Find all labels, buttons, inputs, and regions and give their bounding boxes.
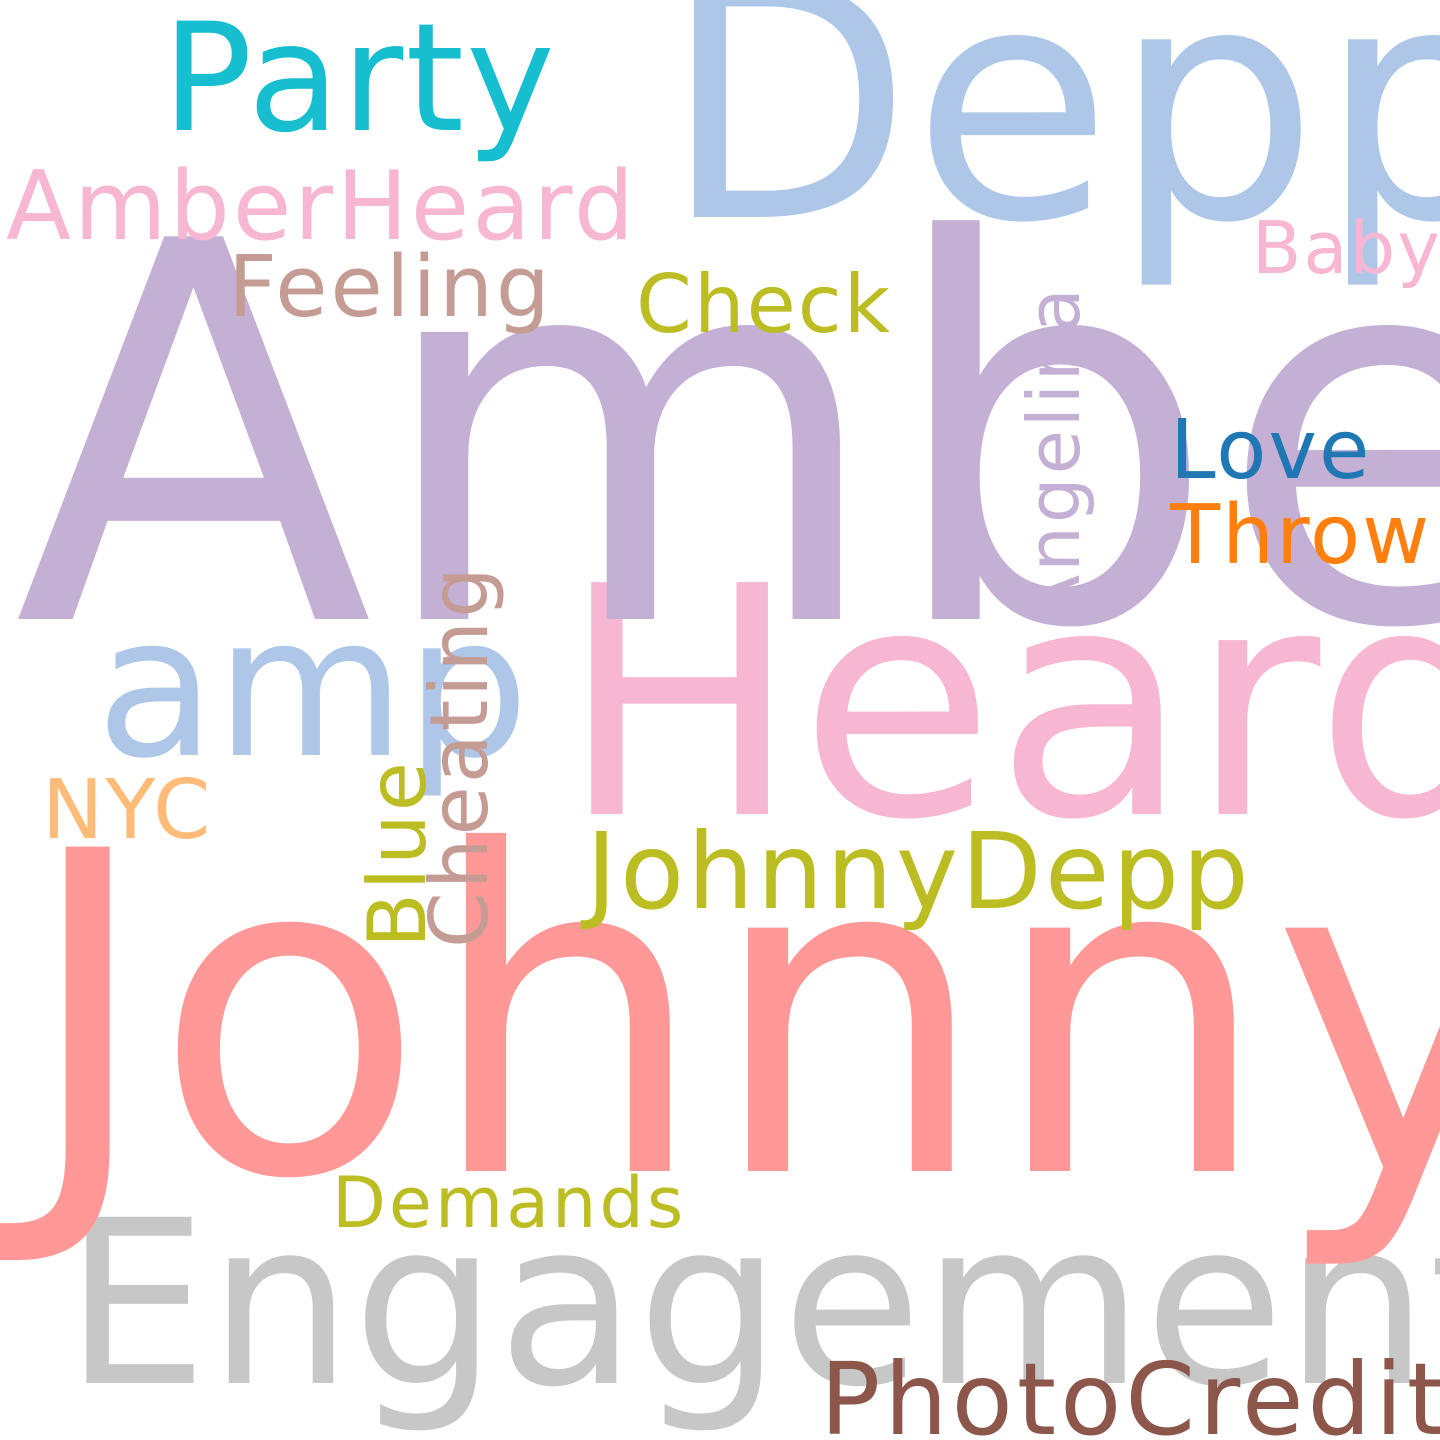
word-amberheard: AmberHeard bbox=[6, 152, 638, 262]
word-angelina: Angelina bbox=[1012, 285, 1096, 624]
word-heard: Heard bbox=[560, 519, 1440, 889]
word-party: Party bbox=[162, 0, 557, 166]
word-nyc: NYC bbox=[42, 763, 213, 858]
word-blue: Blue bbox=[351, 758, 444, 948]
word-demands: Demands bbox=[332, 1162, 687, 1244]
word-engagement: Engagement bbox=[64, 1171, 1440, 1437]
word-amp: amp bbox=[96, 574, 530, 801]
word-johnny: Johnny bbox=[22, 758, 1440, 1276]
word-throw: Throw bbox=[1170, 488, 1432, 583]
word-photocredit: PhotoCredit bbox=[820, 1341, 1440, 1440]
word-johnnydepp: JohnnyDepp bbox=[586, 811, 1252, 933]
word-check: Check bbox=[636, 258, 893, 351]
word-depp: Depp bbox=[662, 0, 1440, 294]
word-baby: Baby bbox=[1252, 206, 1440, 290]
word-amber: Amber bbox=[14, 132, 1440, 743]
word-love: Love bbox=[1170, 403, 1372, 498]
word-feeling: Feeling bbox=[228, 238, 553, 337]
